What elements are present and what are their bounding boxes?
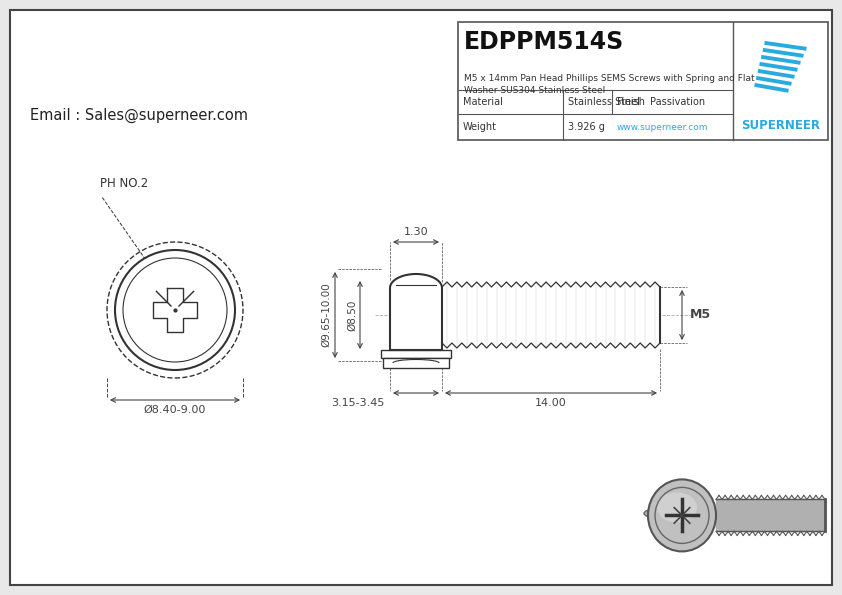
- Text: M5: M5: [690, 308, 711, 321]
- Text: Material: Material: [463, 97, 503, 107]
- Text: 3.15-3.45: 3.15-3.45: [332, 398, 385, 408]
- Text: Finish: Finish: [617, 97, 645, 107]
- Bar: [381, 350, 451, 358]
- Polygon shape: [442, 283, 660, 347]
- Text: www.superneer.com: www.superneer.com: [617, 123, 708, 131]
- Polygon shape: [716, 499, 825, 531]
- Bar: [383, 358, 449, 368]
- Ellipse shape: [644, 506, 720, 521]
- Text: M5 x 14mm Pan Head Phillips SEMS Screws with Spring and Flat: M5 x 14mm Pan Head Phillips SEMS Screws …: [464, 74, 754, 83]
- Polygon shape: [390, 274, 442, 350]
- Bar: [458, 22, 828, 140]
- Polygon shape: [153, 288, 197, 332]
- Text: Passivation: Passivation: [650, 97, 705, 107]
- Text: Stainless Steel: Stainless Steel: [568, 97, 639, 107]
- Ellipse shape: [657, 493, 697, 522]
- Text: Ø8.50: Ø8.50: [347, 299, 357, 331]
- Text: Weight: Weight: [463, 122, 497, 132]
- Text: Email : Sales@superneer.com: Email : Sales@superneer.com: [30, 108, 248, 123]
- Ellipse shape: [648, 480, 716, 552]
- Text: Washer SUS304 Stainless Steel: Washer SUS304 Stainless Steel: [464, 86, 605, 95]
- Text: PH NO.2: PH NO.2: [100, 177, 148, 190]
- Text: Ø9.65-10.00: Ø9.65-10.00: [321, 283, 331, 347]
- Circle shape: [115, 250, 235, 370]
- Text: EDPPM514S: EDPPM514S: [464, 30, 624, 54]
- Text: Ø8.40-9.00: Ø8.40-9.00: [144, 405, 206, 415]
- Text: 3.926 g: 3.926 g: [568, 122, 605, 132]
- Text: SUPERNEER: SUPERNEER: [741, 120, 820, 132]
- Text: 1.30: 1.30: [403, 227, 429, 237]
- Text: 14.00: 14.00: [536, 398, 567, 408]
